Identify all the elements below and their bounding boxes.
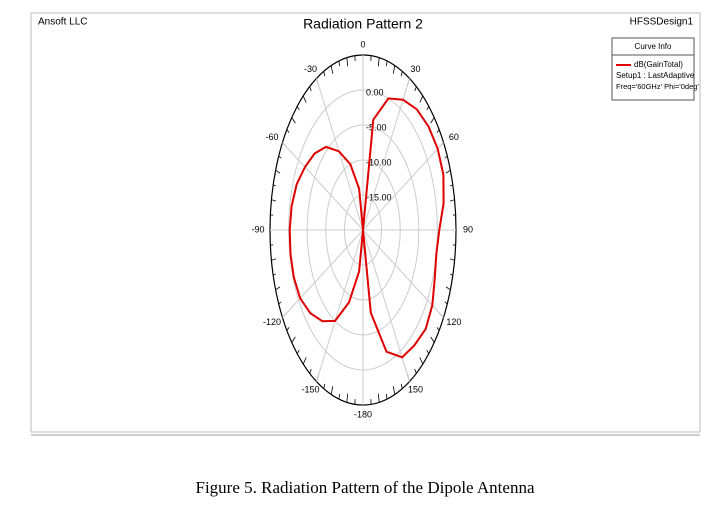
minor-tick: [275, 169, 281, 174]
legend-box: [611, 37, 695, 101]
minor-tick: [400, 383, 403, 389]
legend-note: Freq='60GHz' Phi='0deg': [616, 82, 699, 91]
angle-grid: [362, 142, 444, 231]
r-tick-label: -10.00: [366, 157, 392, 167]
minor-tick: [436, 327, 440, 331]
angle-label: -30: [304, 64, 317, 74]
angle-grid: [362, 78, 410, 231]
legend-note: Setup1 : LastAdaptive: [616, 71, 695, 80]
chart-title: Radiation Pattern 2: [303, 16, 423, 32]
minor-tick: [271, 258, 277, 261]
minor-tick: [419, 95, 424, 103]
minor-tick: [291, 117, 296, 124]
minor-tick: [275, 286, 281, 291]
minor-tick: [291, 336, 296, 343]
minor-tick: [271, 199, 277, 202]
minor-tick: [400, 71, 403, 77]
minor-tick: [309, 86, 312, 92]
minor-tick: [272, 273, 277, 276]
angle-label: 30: [410, 64, 420, 74]
angle-grid: [316, 229, 364, 382]
minor-tick: [302, 95, 307, 103]
minor-tick: [430, 117, 435, 124]
minor-tick: [286, 327, 290, 331]
minor-tick: [338, 60, 341, 67]
r-tick-label: -5.00: [366, 122, 387, 132]
minor-tick: [330, 386, 334, 395]
minor-tick: [296, 106, 300, 111]
angle-label: 0: [360, 39, 365, 49]
minor-tick: [414, 86, 417, 92]
header-left: Ansoft LLC: [38, 17, 87, 28]
angle-grid: [362, 229, 444, 318]
minor-tick: [272, 184, 277, 187]
minor-tick: [426, 106, 430, 111]
minor-tick: [444, 155, 448, 159]
minor-tick: [392, 65, 396, 74]
minor-tick: [377, 57, 380, 67]
minor-tick: [278, 155, 282, 159]
minor-tick: [449, 273, 454, 276]
header-right: HFSSDesign1: [630, 17, 694, 28]
minor-tick: [430, 336, 435, 343]
angle-grid: [316, 78, 364, 231]
pattern-curve: [288, 97, 445, 359]
angle-label: -150: [301, 385, 319, 395]
angle-label: 120: [446, 317, 461, 327]
minor-tick: [444, 301, 448, 305]
minor-tick: [346, 57, 349, 67]
minor-tick: [302, 357, 307, 365]
angle-label: -60: [266, 132, 279, 142]
minor-tick: [426, 349, 430, 354]
legend-title: Curve Info: [635, 42, 672, 51]
minor-tick: [414, 368, 417, 374]
minor-tick: [338, 393, 341, 400]
minor-tick: [346, 393, 349, 403]
r-tick-label: -15.00: [366, 192, 392, 202]
angle-grid: [282, 229, 364, 318]
minor-tick: [449, 199, 455, 202]
r-tick-label: 0.00: [366, 87, 384, 97]
angle-label: 150: [408, 385, 423, 395]
minor-tick: [309, 368, 312, 374]
minor-tick: [286, 129, 290, 133]
minor-tick: [323, 71, 326, 77]
minor-tick: [445, 286, 451, 291]
figure-caption: Figure 5. Radiation Pattern of the Dipol…: [196, 478, 535, 497]
minor-tick: [436, 129, 440, 133]
angle-label: 60: [449, 132, 459, 142]
minor-tick: [449, 184, 454, 187]
angle-label: -180: [354, 409, 372, 419]
legend-entry: dB(GainTotal): [634, 60, 683, 69]
minor-tick: [385, 393, 388, 400]
minor-tick: [419, 357, 424, 365]
minor-tick: [392, 386, 396, 395]
minor-tick: [377, 393, 380, 403]
angle-grid: [282, 142, 364, 231]
minor-tick: [449, 258, 455, 261]
minor-tick: [445, 169, 451, 174]
minor-tick: [323, 383, 326, 389]
minor-tick: [330, 65, 334, 74]
minor-tick: [385, 60, 388, 67]
minor-tick: [278, 301, 282, 305]
angle-label: -90: [251, 224, 264, 234]
angle-label: -120: [263, 317, 281, 327]
minor-tick: [296, 349, 300, 354]
angle-label: 90: [463, 224, 473, 234]
